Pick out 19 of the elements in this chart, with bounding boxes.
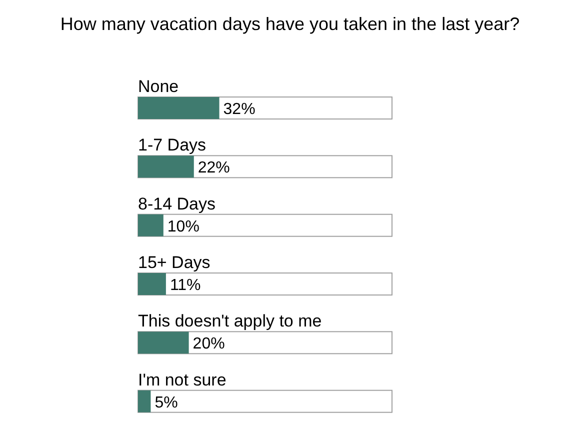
data-label: 11% — [170, 277, 201, 294]
data-label: 32% — [223, 101, 256, 118]
bar — [138, 332, 189, 354]
bar — [138, 156, 194, 178]
bar — [138, 390, 151, 412]
y-tick-label: 1-7 Days — [138, 136, 206, 155]
bar — [138, 214, 164, 236]
chart-title: How many vacation days have you taken in the last year? — [60, 14, 520, 34]
data-label: 5% — [154, 394, 178, 412]
bar — [138, 273, 166, 295]
y-tick-label: None — [138, 77, 179, 96]
bar — [138, 97, 220, 119]
data-label: 22% — [198, 160, 230, 177]
y-tick-label: 8-14 Days — [138, 194, 216, 214]
data-label: 20% — [192, 336, 225, 353]
y-tick-label: This doesn't apply to me — [138, 312, 322, 331]
data-label: 10% — [167, 218, 200, 236]
y-tick-label: I'm not sure — [138, 370, 226, 390]
y-tick-label: 15+ Days — [138, 253, 210, 272]
